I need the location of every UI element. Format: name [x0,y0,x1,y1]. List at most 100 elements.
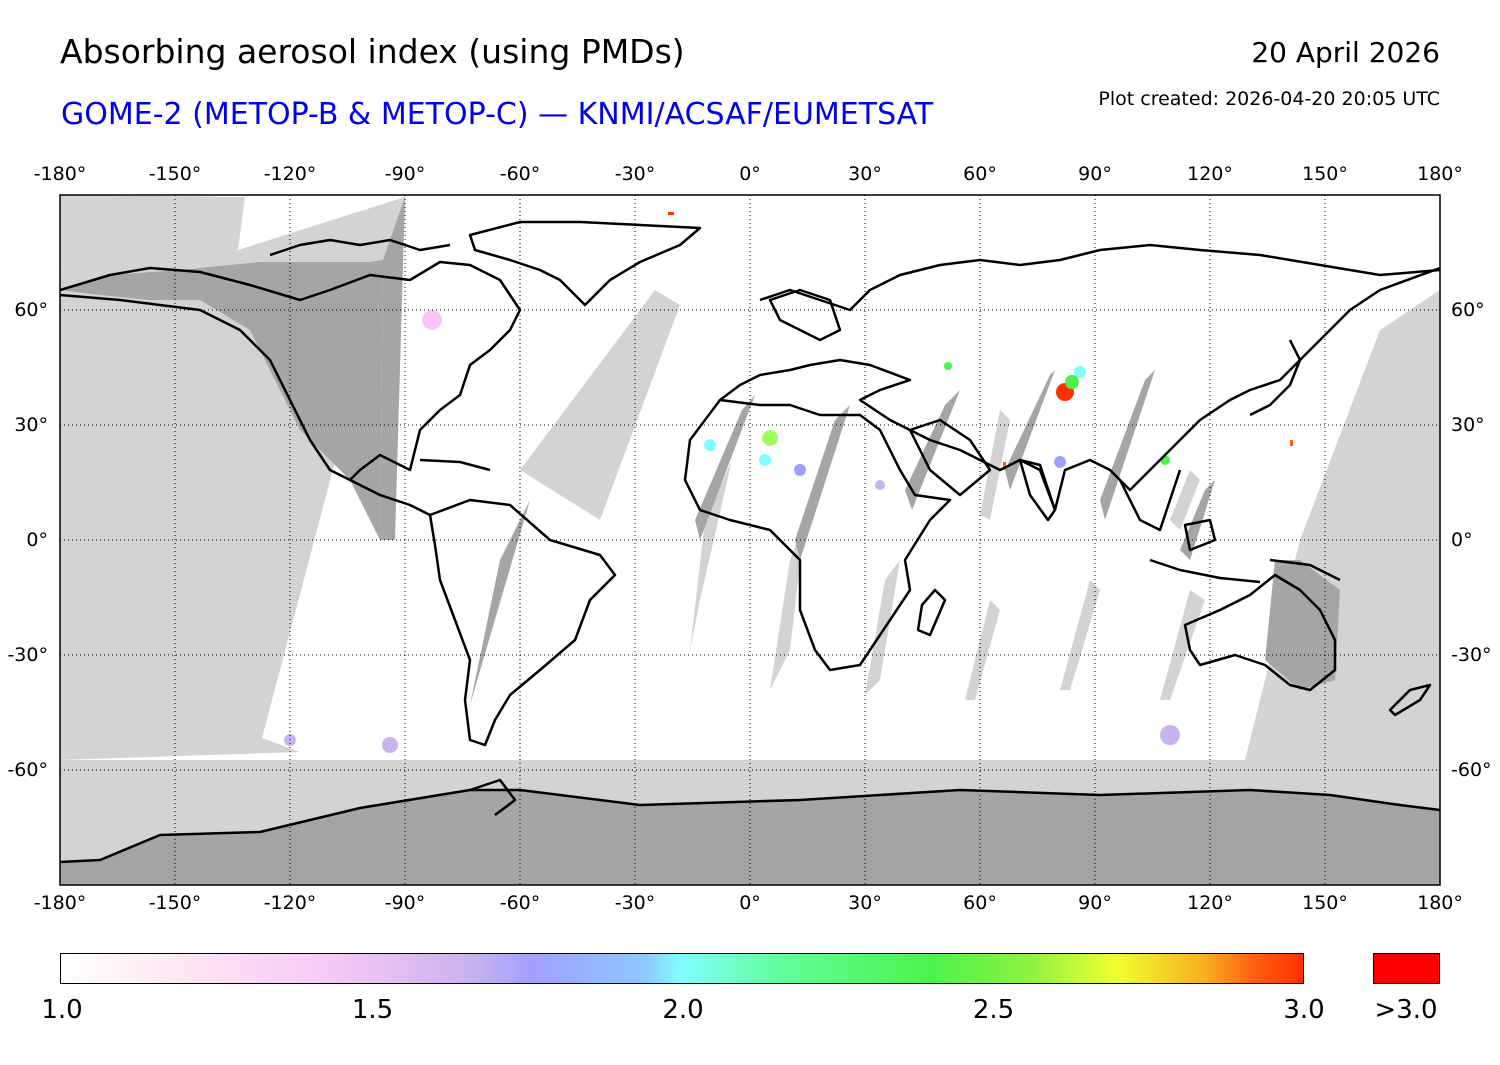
coastline-new-zealand [1388,683,1432,717]
coastline-canadian-islands [269,238,451,257]
aerosol-signal [668,212,674,215]
lon-tick-label-top: 30° [848,163,882,185]
aerosol-signal [1074,366,1086,378]
colorbar-label: 1.5 [351,995,394,1025]
orbit-gap-9 [1265,560,1340,690]
coastline-antarctic-peninsula [469,778,517,816]
lon-tick-label-bottom: 0° [739,892,761,914]
lon-tick-label-bottom: 150° [1302,892,1348,914]
lat-tick-label-right: -30° [1451,644,1492,666]
lon-tick-label-top: 120° [1187,163,1233,185]
no-data-strip-7 [980,410,1010,520]
coastline-new-guinea [1269,558,1341,582]
lon-tick-label-bottom: 180° [1417,892,1463,914]
lon-tick-label-top: 0° [739,163,761,185]
no-data-strip-6 [1160,590,1205,700]
lon-tick-label-top: 60° [963,163,997,185]
lat-tick-label-left: -30° [7,644,48,666]
colorbar-over-swatch [1373,953,1440,984]
aerosol-signal [1054,456,1066,468]
lat-tick-label-left: 30° [14,414,48,436]
coastline-scandinavia [768,288,842,342]
coastline-europe-asia [719,266,1440,512]
orbit-gap-2 [470,500,530,705]
lon-tick-label-top: -90° [384,163,426,185]
coastline-india [1018,458,1057,522]
coastline-antarctica [60,788,1440,864]
lon-tick-label-top: -180° [33,163,87,185]
colorbar-label: 1.0 [41,995,83,1025]
aerosol-signal [759,454,771,466]
lon-tick-label-top: -60° [499,163,541,185]
lon-tick-label-bottom: 60° [963,892,997,914]
orbit-gap-1 [380,197,405,540]
colorbar-label: 3.0 [1283,995,1325,1025]
gap-antarctica [60,790,1440,885]
aerosol-signal [704,439,716,451]
lat-tick-label-left: -60° [7,759,48,781]
aerosol-signal [1290,440,1293,446]
coastline-madagascar [916,588,947,637]
lon-tick-label-top: -120° [263,163,317,185]
aerosol-signals [284,212,1293,753]
orbit-gap-4 [795,405,850,560]
no-data-strip-5 [1060,580,1100,690]
no-data-strip-2 [770,520,805,690]
no-data-strip-3 [865,560,900,695]
no-data-atlantic [520,290,680,520]
coastline-arabia [908,418,992,497]
lon-tick-label-bottom: 90° [1078,892,1112,914]
colorbar [60,953,1304,984]
lat-tick-label-left: 60° [14,299,48,321]
lon-tick-label-top: -30° [614,163,656,185]
coastline-indonesia [1149,558,1261,584]
lon-tick-label-bottom: -90° [384,892,426,914]
orbit-gaps [60,197,1440,885]
coastline-south-america [428,498,617,747]
lon-tick-label-top: -150° [148,163,202,185]
coastline-southeast-asia [1118,469,1182,532]
colorbar-label: 2.5 [972,995,1015,1025]
no-data-pacific-west [60,195,245,268]
coastline-arctic-eurasia [759,243,1440,312]
map-title: Absorbing aerosol index (using PMDs) [60,32,685,71]
lon-tick-label-bottom: 30° [848,892,882,914]
colorbar-label: >3.0 [1374,995,1438,1025]
coastline-cuba [419,458,491,472]
coastline-greenland [468,220,702,307]
lat-tick-label-right: 60° [1451,299,1485,321]
plot-created-timestamp: Plot created: 2026-04-20 20:05 UTC [1098,88,1440,110]
aerosol-signal [762,430,778,446]
lon-tick-label-bottom: 120° [1187,892,1233,914]
no-data-strip-8 [1170,470,1200,530]
lat-tick-label-right: -60° [1451,759,1492,781]
lon-tick-label-top: 180° [1417,163,1463,185]
lon-tick-label-top: 90° [1078,163,1112,185]
coastline-central-america [349,478,431,517]
lat-tick-label-right: 0° [1451,529,1473,551]
aerosol-signal [944,362,952,370]
graticule [60,195,1440,885]
aerosol-signal [422,310,442,330]
lon-tick-label-bottom: -120° [263,892,317,914]
colorbar-label: 2.0 [662,995,704,1025]
orbit-gap-5 [905,390,960,510]
coastlines [60,220,1440,864]
lon-tick-label-bottom: -60° [499,892,541,914]
coastline-africa [683,398,952,672]
orbit-gap-7 [1100,370,1155,520]
map-subtitle: GOME-2 (METOP-B & METOP-C) — KNMI/ACSAF/… [61,97,934,132]
no-data-strip-4 [965,600,1000,700]
aerosol-signal [1003,462,1006,470]
lon-tick-label-bottom: -180° [33,892,87,914]
map-date: 20 April 2026 [1251,36,1440,69]
coastline-australia [1183,573,1337,692]
coastline-japan [1249,339,1302,417]
orbit-gap-3 [695,395,755,540]
coastline-borneo [1183,518,1217,552]
aerosol-signal [794,464,806,476]
lon-tick-label-bottom: -150° [148,892,202,914]
lon-tick-label-bottom: -30° [614,892,656,914]
lat-tick-label-right: 30° [1451,414,1485,436]
